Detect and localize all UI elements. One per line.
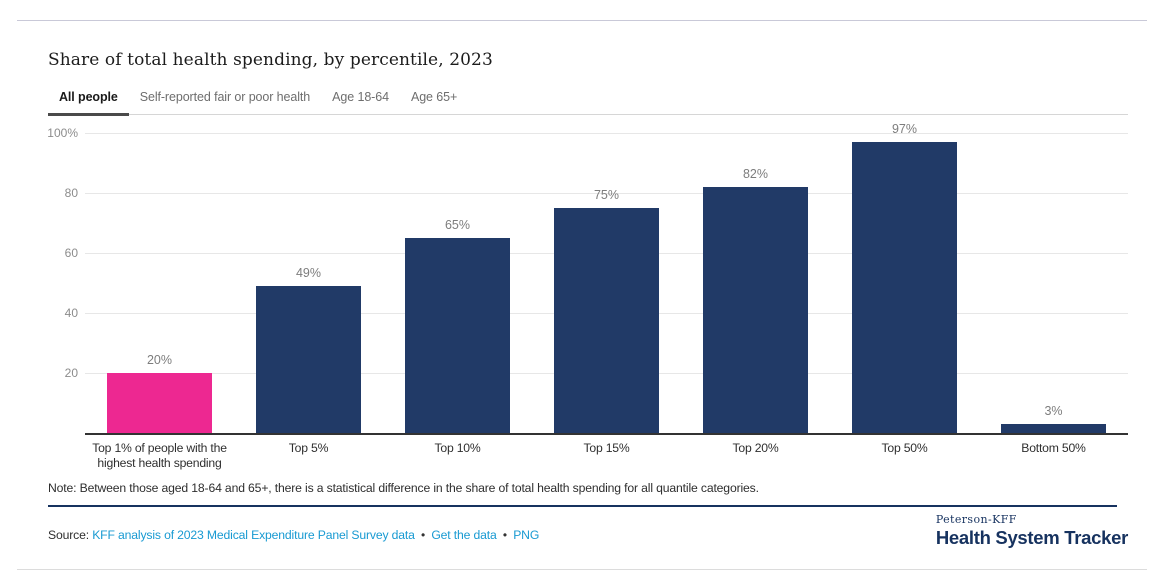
bar[interactable] (852, 142, 957, 433)
y-axis-tick-label: 20 (64, 366, 78, 380)
x-axis-label: Top 50% (881, 441, 928, 455)
chart-note: Note: Between those aged 18-64 and 65+, … (48, 481, 759, 495)
bottom-divider (17, 569, 1147, 570)
bar-value-label: 82% (742, 167, 769, 181)
bar[interactable] (554, 208, 659, 433)
bar-value-label: 20% (146, 353, 173, 367)
source-prefix: Source: (48, 528, 89, 542)
x-axis-label: Top 10% (434, 441, 481, 455)
x-axis-label: Top 20% (732, 441, 779, 455)
x-axis-label: Bottom 50% (1021, 441, 1086, 455)
x-axis-label: Top 15% (583, 441, 630, 455)
brand-logo: Peterson-KFF Health System Tracker (936, 513, 1128, 549)
x-axis-line (85, 433, 1128, 435)
tab-age-18-64[interactable]: Age 18-64 (321, 84, 400, 116)
gridline (85, 133, 1128, 134)
source-line: Source: KFF analysis of 2023 Medical Exp… (48, 528, 928, 542)
bar-value-label: 3% (1044, 404, 1063, 418)
get-the-data-link[interactable]: Get the data (431, 528, 497, 542)
tab-age-65-plus[interactable]: Age 65+ (400, 84, 468, 116)
png-link[interactable]: PNG (513, 528, 540, 542)
bar[interactable] (256, 286, 361, 433)
brand-name-label: Health System Tracker (935, 527, 1128, 548)
bar-value-label: 65% (444, 218, 471, 232)
footer-divider (48, 505, 1117, 507)
bar-chart: 100% 80 60 40 20 20% Top 1% of people with the… (0, 120, 1164, 480)
y-axis-tick-label: 60 (64, 246, 78, 260)
bar[interactable] (107, 373, 212, 433)
gridline (85, 193, 1128, 194)
tab-all-people[interactable]: All people (48, 84, 129, 116)
bar[interactable] (703, 187, 808, 433)
y-axis-tick-label: 80 (64, 186, 78, 200)
tab-self-reported-fair-or-poor-health[interactable]: Self-reported fair or poor health (129, 84, 321, 116)
bar-value-label: 49% (295, 266, 322, 280)
bar-value-label: 97% (891, 122, 918, 136)
page-title: Share of total health spending, by perce… (48, 50, 493, 70)
bar-value-label: 75% (593, 188, 620, 202)
bar[interactable] (1001, 424, 1106, 433)
bullet-separator: • (502, 528, 507, 542)
bar[interactable] (405, 238, 510, 433)
tab-bar: All people Self-reported fair or poor he… (48, 84, 1128, 116)
top-divider (17, 20, 1147, 21)
x-axis-label: Top 1% of people with the highest health… (92, 441, 227, 470)
y-axis-tick-label: 40 (64, 306, 78, 320)
x-axis-label: Top 5% (288, 441, 329, 455)
y-axis-tick-label: 100% (47, 126, 78, 140)
bullet-separator: • (421, 528, 426, 542)
brand-org-label: Peterson-KFF (935, 513, 1017, 526)
source-link-kff-analysis[interactable]: KFF analysis of 2023 Medical Expenditure… (92, 528, 415, 542)
